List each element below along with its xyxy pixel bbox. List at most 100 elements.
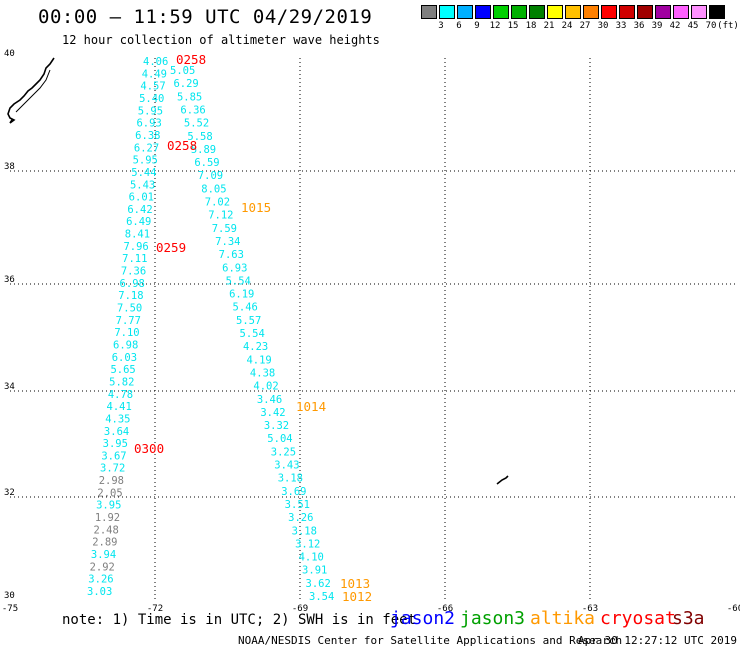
legend-swatch [475, 5, 491, 19]
pass-time-label: 0258 [167, 138, 197, 153]
wave-height-value: 6.36 [180, 104, 205, 116]
coastline [7, 57, 509, 485]
wave-height-value: 5.85 [177, 91, 202, 103]
legend-level: 24 [561, 21, 573, 31]
pass-time-label: 0259 [156, 240, 186, 255]
lon-label: -69 [292, 604, 308, 614]
wave-height-value: 7.36 [121, 266, 146, 278]
legend-swatch [529, 5, 545, 19]
satellite-label: cryosat [600, 608, 676, 629]
lon-label: -63 [582, 604, 598, 614]
wave-height-value: 4.02 [253, 381, 278, 393]
wave-height-value: 3.95 [103, 438, 128, 450]
legend-level: 6 [456, 21, 462, 31]
wave-height-value: 6.38 [135, 130, 160, 142]
wave-height-value: 2.98 [99, 475, 124, 487]
wave-height-value: 5.65 [110, 364, 135, 376]
legend-swatch [547, 5, 563, 19]
legend-swatch [709, 5, 725, 19]
wave-height-value: 3.51 [285, 499, 310, 511]
satellite-label: s3a [672, 608, 705, 629]
pass-time-label: 1014 [296, 399, 326, 414]
wave-height-value: 3.25 [271, 446, 296, 458]
pass-time-label: 0258 [176, 52, 206, 67]
wave-height-value: 6.19 [229, 289, 254, 301]
lon-label: -75 [2, 604, 18, 614]
legend-level: 27 [579, 21, 591, 31]
legend-level: 42 [669, 21, 681, 31]
legend-level: 36 [633, 21, 645, 31]
wave-height-value: 3.18 [278, 473, 303, 485]
generated-timestamp: Apr 30 12:27:12 UTC 2019 [578, 634, 737, 647]
wave-height-value: 7.09 [198, 170, 223, 182]
satellite-label: jason2 [390, 608, 456, 629]
wave-height-value: 4.41 [107, 401, 132, 413]
legend-level: 39 [651, 21, 663, 31]
map-subtitle: 12 hour collection of altimeter wave hei… [62, 33, 380, 47]
legend-level: 18 [525, 21, 537, 31]
wave-height-value: 7.34 [215, 236, 240, 248]
wave-height-value: 6.93 [136, 118, 161, 130]
wave-height-value: 6.98 [120, 278, 145, 290]
legend-swatch [691, 5, 707, 19]
wave-height-value: 4.78 [108, 389, 133, 401]
legend-swatch [637, 5, 653, 19]
wave-height-value: 5.57 [236, 315, 261, 327]
wave-height-value: 5.95 [138, 105, 163, 117]
wave-height-value: 7.63 [219, 249, 244, 261]
wave-height-value: 7.10 [114, 327, 139, 339]
legend-unit: (ft) [717, 21, 739, 31]
track-b-wave-heights: 5.056.295.856.36 5.525.585.896.597.098.05… [170, 65, 334, 603]
wave-height-value: 6.27 [134, 142, 159, 154]
legend-level: 70 [705, 21, 717, 31]
wave-height-value: 6.93 [222, 262, 247, 274]
legend-level: 3 [438, 21, 444, 31]
wave-height-value: 5.43 [130, 179, 155, 191]
wave-height-value: 5.52 [184, 118, 209, 130]
wave-height-value: 5.95 [133, 155, 158, 167]
wave-height-value: 3.69 [281, 486, 306, 498]
wave-height-value: 4.19 [246, 354, 271, 366]
wave-height-value: 7.12 [208, 210, 233, 222]
wave-height-value: 5.82 [109, 376, 134, 388]
wave-height-value: 3.72 [100, 463, 125, 475]
legend-swatch [565, 5, 581, 19]
pass-time-label: 1015 [241, 200, 271, 215]
legend-swatch [457, 5, 473, 19]
wave-height-value: 5.40 [139, 93, 164, 105]
wave-height-value: 7.50 [117, 303, 142, 315]
wave-height-value: 7.59 [212, 223, 237, 235]
map-title: 00:00 – 11:59 UTC 04/29/2019 [38, 6, 373, 28]
legend-level: 45 [687, 21, 699, 31]
legend-level: 21 [543, 21, 555, 31]
wave-height-value: 3.91 [302, 565, 327, 577]
wave-height-value: 3.67 [101, 450, 126, 462]
lon-label: -72 [147, 604, 163, 614]
wave-height-value: 2.92 [90, 561, 115, 573]
wave-height-value: 4.38 [250, 367, 275, 379]
legend-swatch [421, 5, 437, 19]
wave-height-value: 2.89 [92, 537, 117, 549]
wave-height-value: 2.05 [97, 487, 122, 499]
color-legend: 3 6 9 12 15 18 21 24 27 30 33 36 39 42 45 70 (ft) [421, 5, 739, 35]
satellite-label: jason3 [460, 608, 526, 629]
wave-height-value: 3.94 [91, 549, 116, 561]
lat-label: 30 [4, 591, 15, 601]
wave-height-value: 5.54 [240, 328, 265, 340]
legend-level: 9 [474, 21, 480, 31]
wave-height-value: 3.54 [309, 591, 334, 603]
wave-height-value: 4.10 [299, 552, 324, 564]
wave-height-value: 5.54 [226, 275, 251, 287]
wave-height-value: 2.48 [94, 524, 119, 536]
lat-label: 32 [4, 488, 15, 498]
wave-height-value: 7.11 [122, 253, 147, 265]
wave-height-value: 7.96 [123, 241, 148, 253]
wave-height-value: 6.03 [112, 352, 137, 364]
legend-swatch [439, 5, 455, 19]
wave-height-value: 3.32 [264, 420, 289, 432]
lat-lon-grid [10, 58, 735, 600]
pass-time-label: 0300 [134, 441, 164, 456]
lon-label: -66 [437, 604, 453, 614]
legend-swatch [655, 5, 671, 19]
